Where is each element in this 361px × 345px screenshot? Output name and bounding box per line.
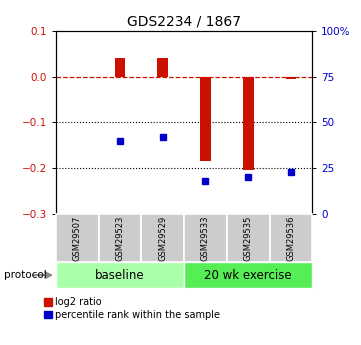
Bar [142,214,184,262]
Text: protocol: protocol [4,270,46,280]
Bar [184,214,227,262]
Bar [227,214,270,262]
Text: 20 wk exercise: 20 wk exercise [204,269,292,282]
Legend: log2 ratio, percentile rank within the sample: log2 ratio, percentile rank within the s… [43,296,221,321]
Bar [243,77,253,170]
Text: GSM29535: GSM29535 [244,215,253,261]
Text: baseline: baseline [95,269,145,282]
Bar [200,77,211,161]
Text: GSM29529: GSM29529 [158,215,167,261]
Text: GSM29533: GSM29533 [201,215,210,261]
Text: GSM29536: GSM29536 [286,215,295,261]
Text: GSM29507: GSM29507 [73,215,82,261]
Title: GDS2234 / 1867: GDS2234 / 1867 [127,14,241,29]
Bar [184,262,312,288]
Bar [56,214,99,262]
Bar [157,59,168,77]
Bar [56,262,184,288]
Bar [99,214,142,262]
Bar [286,77,296,79]
Text: GSM29523: GSM29523 [116,215,125,261]
Bar [270,214,312,262]
Bar [115,58,125,77]
